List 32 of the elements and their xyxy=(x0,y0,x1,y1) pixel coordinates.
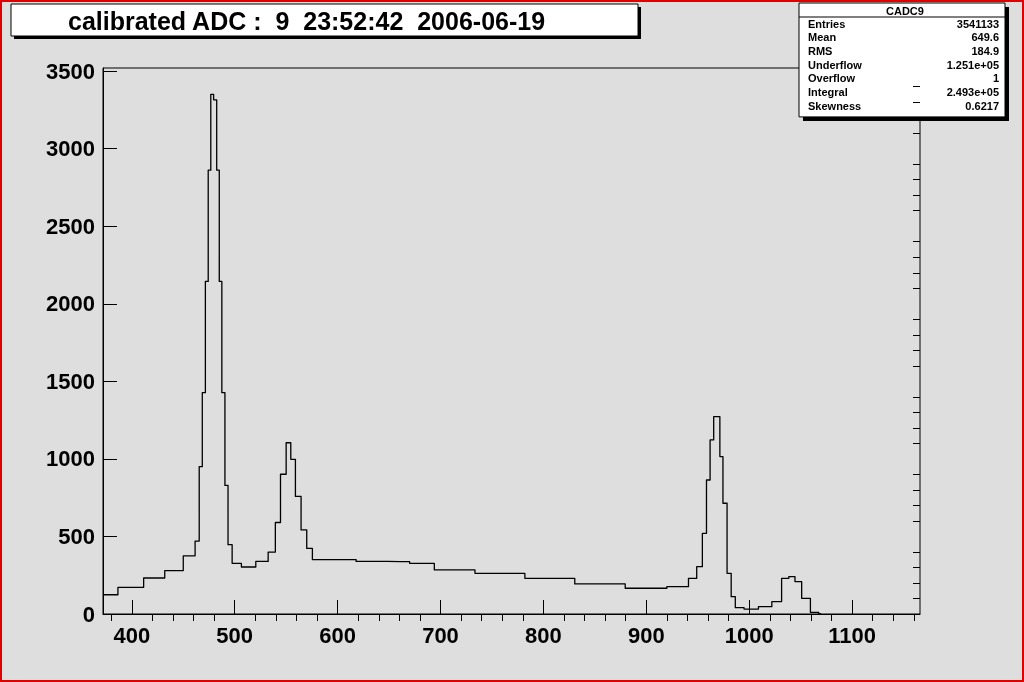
y-tick-label: 1500 xyxy=(46,368,95,394)
text: 649.6 xyxy=(971,31,999,44)
y-tick-label: 1000 xyxy=(46,446,95,472)
annotation: Overflow xyxy=(808,72,856,85)
x-tick-label: 900 xyxy=(627,622,665,648)
x-tick-label: 1000 xyxy=(724,622,774,648)
text: 1 xyxy=(992,72,1000,85)
annotation: Integral xyxy=(808,86,848,98)
chart-title: calibrated ADC : 9 23:52:42 2006-06-19 xyxy=(68,6,546,35)
text: Entries xyxy=(808,17,846,30)
y-tick-label: 3500 xyxy=(46,58,95,84)
x-tick-label: 1100 xyxy=(828,622,876,648)
text: 3541133 xyxy=(956,17,999,30)
y-tick-label: 2000 xyxy=(46,291,95,317)
x-tick-label: 500 xyxy=(216,622,254,648)
text: 2.493e+05 xyxy=(946,86,1000,98)
y-tick-label: 0 xyxy=(82,601,95,627)
x-tick-label: 400 xyxy=(113,622,151,648)
y-tick-label: 3000 xyxy=(46,136,95,162)
text: 0.6217 xyxy=(965,99,1000,112)
annotation: Skewness xyxy=(808,99,862,112)
x-tick-label: 800 xyxy=(525,622,562,648)
text: Mean xyxy=(808,31,837,44)
y-tick-label: 2500 xyxy=(46,213,95,239)
y-tick-label: 500 xyxy=(58,523,95,549)
x-tick-label: 600 xyxy=(319,622,356,648)
text: 1.251e+05 xyxy=(946,58,1000,71)
x-tick-label: 700 xyxy=(422,622,459,648)
annotation: Underflow xyxy=(808,58,863,71)
text: 184.9 xyxy=(971,44,999,57)
text: RMS xyxy=(808,44,833,57)
text: CADC9 xyxy=(886,4,924,17)
